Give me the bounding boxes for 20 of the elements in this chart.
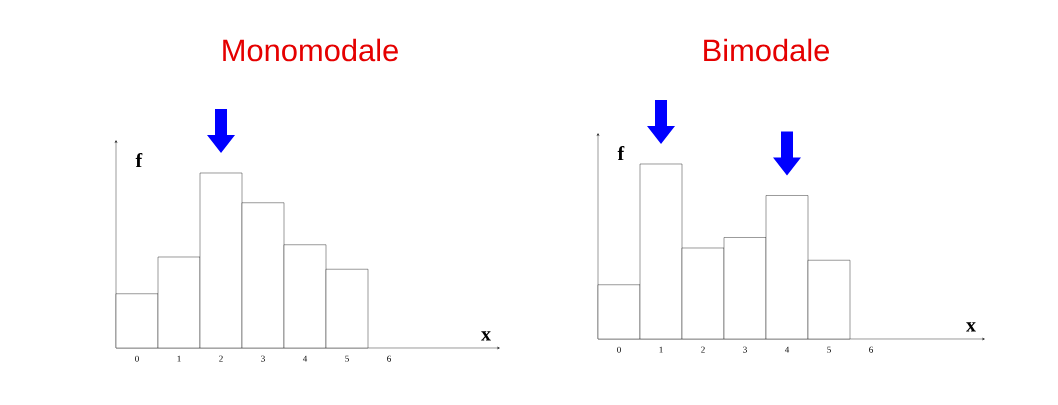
x-tick-label: 2	[219, 355, 223, 362]
x-tick-label: 1	[659, 346, 663, 353]
x-tick-label: 3	[743, 346, 747, 353]
x-tick-label: 1	[177, 355, 181, 362]
x-axis-title: x	[481, 331, 491, 341]
x-tick-label: 2	[701, 346, 705, 353]
chart-title: Bimodale	[704, 38, 829, 62]
x-tick-label: 4	[784, 346, 790, 353]
x-tick-label: 6	[869, 346, 873, 353]
x-tick-label: 5	[827, 346, 831, 353]
x-tick-label: 3	[261, 355, 265, 362]
x-tick-label: 5	[345, 355, 349, 362]
x-tick-label: 0	[617, 346, 621, 353]
x-tick-label: 0	[135, 355, 139, 362]
x-axis-title: x	[966, 322, 976, 332]
x-tick-label: 4	[302, 355, 308, 362]
x-tick-label: 6	[387, 355, 391, 362]
y-axis-title: f	[617, 145, 625, 161]
chart-title: Monomodale	[223, 38, 398, 62]
y-axis-title: f	[135, 152, 143, 168]
